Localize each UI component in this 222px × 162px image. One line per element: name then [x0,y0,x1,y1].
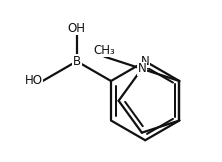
Text: N: N [137,62,146,75]
Text: OH: OH [68,22,86,35]
Text: CH₃: CH₃ [93,44,115,57]
Text: HO: HO [25,75,43,87]
Text: N: N [141,55,150,68]
Text: B: B [73,55,81,68]
